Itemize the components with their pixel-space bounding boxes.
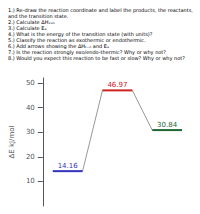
svg-text:3.) Calculate Eₐ: 3.) Calculate Eₐ xyxy=(8,25,47,31)
svg-text:30: 30 xyxy=(26,128,35,136)
svg-text:20: 20 xyxy=(26,153,35,161)
svg-text:40: 40 xyxy=(26,104,35,112)
svg-text:4.) What is the energy of the: 4.) What is the energy of the transition… xyxy=(8,31,153,37)
svg-text:50: 50 xyxy=(26,79,35,87)
svg-text:8.) Would you expect this reac: 8.) Would you expect this reaction to be… xyxy=(8,55,185,62)
svg-text:10: 10 xyxy=(26,177,35,185)
svg-text:ΔE kJ/mol: ΔE kJ/mol xyxy=(8,125,16,158)
svg-text:30.84: 30.84 xyxy=(157,121,178,129)
svg-text:2.) Calculate ΔHₓₓₙ: 2.) Calculate ΔHₓₓₙ xyxy=(8,19,55,25)
svg-text:46.97: 46.97 xyxy=(107,81,127,89)
svg-text:7.) Is the reaction strongly e: 7.) Is the reaction strongly exo/endo-th… xyxy=(8,49,166,55)
svg-text:5.) Classify the reaction as e: 5.) Classify the reaction as exothermic … xyxy=(8,37,146,43)
svg-text:1.) Re-draw the reaction coord: 1.) Re-draw the reaction coordinate and … xyxy=(8,7,195,13)
svg-text:and the transition state.: and the transition state. xyxy=(8,13,69,19)
svg-text:6.) Add arrows showing the ΔHₜ: 6.) Add arrows showing the ΔHₜ₋ₙ and Eₐ xyxy=(8,43,109,49)
svg-text:14.16: 14.16 xyxy=(58,162,79,170)
